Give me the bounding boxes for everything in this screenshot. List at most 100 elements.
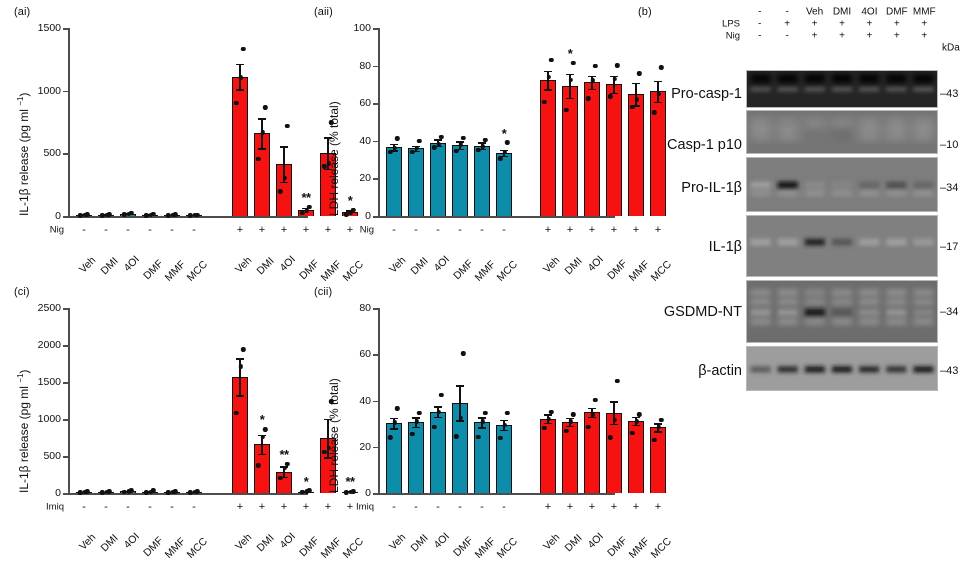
bar-aii-neg-mcc — [496, 152, 512, 216]
y-tick-label-cii-2: 40 — [359, 394, 371, 407]
error-cap-aii-pos-4oi-0 — [588, 75, 596, 77]
condition-sign-aii-pos-veh: + — [544, 224, 552, 236]
category-label-cii-neg-dmf: DMF — [451, 534, 476, 560]
data-point-ai-neg-veh-1 — [82, 212, 87, 218]
error-bar-ai-pos-4oi — [283, 146, 285, 182]
data-point-ai-pos-mcc-0 — [344, 212, 349, 217]
data-point-ai-neg-mmf-1 — [170, 212, 175, 218]
data-point-cii-pos-mcc-0 — [652, 437, 657, 442]
y-tick-ci-1 — [63, 456, 68, 458]
data-point-ci-neg-4oi-1 — [126, 489, 131, 494]
y-tick-label-cii-0: 0 — [365, 487, 371, 499]
blot-header-cell-r0-c0: - — [758, 6, 762, 18]
condition-sign-ci-pos-4oi: + — [280, 501, 288, 513]
data-point-cii-pos-mmf-0 — [630, 430, 635, 436]
error-cap-ai-pos-veh-1 — [236, 89, 244, 91]
data-point-aii-pos-dmi-0 — [564, 107, 569, 112]
blot-header-cell-r2-c0: - — [758, 30, 762, 42]
significance-marker-ci-pos-mcc: ** — [345, 474, 355, 490]
data-point-ci-neg-veh-0 — [78, 490, 83, 495]
category-label-aii-pos-dmf: DMF — [605, 257, 630, 283]
data-point-ai-pos-mcc-2 — [350, 208, 356, 213]
condition-sign-ai-neg-veh: - — [82, 224, 86, 236]
data-point-aii-pos-dmf-0 — [608, 94, 613, 99]
blot-mw-marker-gsdmd-nt: –34 — [940, 305, 959, 318]
category-label-ai-neg-4oi: 4OI — [121, 253, 142, 274]
blot-row-label-actin: β-actin — [698, 362, 742, 379]
panel-aii: (aii) 0 20 40 60 80 100 LDH release (% total) N… — [305, 0, 674, 284]
data-point-ai-pos-mmf-1 — [326, 161, 331, 166]
significance-marker-aii-neg-mcc: * — [501, 125, 507, 141]
data-point-cii-neg-veh-1 — [392, 420, 397, 425]
data-point-cii-neg-veh-0 — [388, 435, 393, 440]
y-tick-ci-0 — [63, 493, 68, 495]
data-point-ci-neg-mmf-0 — [166, 490, 171, 495]
condition-sign-cii-neg-dmi: - — [414, 501, 418, 513]
error-cap-cii-pos-veh-1 — [544, 422, 552, 425]
data-point-ci-neg-4oi-2 — [128, 488, 134, 493]
error-cap-cii-pos-4oi-1 — [588, 416, 596, 419]
data-point-aii-pos-veh-2 — [548, 57, 554, 63]
y-axis-ci — [68, 308, 70, 495]
data-point-cii-neg-mmf-0 — [476, 434, 481, 440]
condition-sign-aii-pos-mcc: + — [654, 224, 662, 236]
panel-aii-tag: (aii) — [314, 6, 333, 18]
data-point-cii-pos-veh-0 — [542, 426, 547, 431]
y-tick-label-aii-3: 60 — [359, 97, 371, 110]
y-axis-label-ai: IL-1β release (pg ml −1) — [16, 92, 31, 216]
panel-ai-tag: (ai) — [14, 6, 31, 18]
data-point-ai-neg-4oi-0 — [122, 212, 127, 217]
y-tick-label-ci-2: 1000 — [37, 413, 61, 425]
data-point-ci-neg-dmi-0 — [100, 490, 105, 495]
data-point-aii-pos-veh-1 — [546, 74, 551, 80]
data-point-aii-pos-mcc-1 — [656, 91, 661, 96]
data-point-aii-pos-mmf-1 — [634, 97, 639, 102]
error-cap-cii-neg-dmf-0 — [456, 385, 464, 387]
error-cap-aii-pos-dmf-1 — [610, 92, 618, 95]
error-cap-cii-neg-veh-0 — [390, 417, 398, 419]
category-label-aii-neg-veh: Veh — [387, 254, 409, 276]
error-cap-cii-neg-dmi-1 — [412, 426, 420, 429]
error-cap-ai-pos-mmf-0 — [324, 137, 332, 139]
data-point-ci-pos-dmi-0 — [256, 463, 261, 468]
condition-sign-cii-pos-mcc: + — [654, 501, 662, 513]
data-point-aii-pos-dmi-1 — [568, 77, 573, 82]
y-tick-label-aii-4: 80 — [359, 59, 371, 72]
x-axis-ci — [68, 493, 308, 495]
error-bar-aii-pos-dmf — [613, 75, 615, 93]
y-axis-label-exponent-ai: −1 — [16, 96, 25, 106]
x-axis-aii — [378, 216, 615, 218]
condition-sign-ai-neg-mcc: - — [192, 224, 196, 236]
data-point-ai-pos-veh-0 — [234, 101, 239, 106]
y-tick-aii-1 — [373, 178, 378, 180]
blot-header-cell-r2-c2: + — [811, 30, 818, 42]
error-cap-cii-pos-dmf-1 — [610, 423, 618, 426]
category-label-cii-pos-veh: Veh — [541, 531, 563, 553]
error-cap-ai-pos-veh-0 — [236, 64, 244, 66]
y-tick-ci-4 — [63, 345, 68, 347]
blot-header-cell-r1-c4: + — [866, 18, 873, 30]
error-cap-aii-neg-dmf-1 — [456, 148, 464, 151]
condition-sign-ai-neg-4oi: - — [126, 224, 130, 236]
data-point-ai-neg-mmf-2 — [172, 212, 178, 217]
blot-row-label-pro-il-1: Pro-IL-1β — [681, 180, 742, 197]
category-label-cii-pos-dmi: DMI — [562, 532, 585, 555]
error-cap-aii-pos-mmf-1 — [632, 105, 640, 107]
category-label-ai-pos-4oi: 4OI — [277, 253, 298, 274]
error-cap-cii-neg-mcc-1 — [500, 430, 508, 432]
condition-sign-ci-neg-dmf: - — [148, 501, 152, 513]
category-label-cii-neg-veh: Veh — [387, 531, 409, 553]
condition-row-label-aii: Nig — [359, 224, 374, 236]
data-point-ci-pos-mcc-2 — [350, 489, 356, 494]
data-point-cii-neg-mcc-2 — [504, 411, 510, 416]
data-point-ci-pos-dmi-1 — [260, 434, 265, 439]
data-point-cii-pos-4oi-2 — [592, 397, 598, 402]
data-point-ci-pos-dmf-1 — [304, 489, 309, 494]
y-tick-label-aii-2: 40 — [359, 134, 371, 147]
condition-sign-cii-neg-mmf: - — [480, 501, 484, 513]
significance-marker-aii-pos-dmi: * — [567, 45, 573, 61]
y-tick-cii-3 — [373, 354, 378, 356]
bar-aii-pos-dmi — [562, 85, 578, 216]
error-bar-cii-neg-dmf — [459, 385, 461, 421]
data-point-ci-neg-veh-1 — [82, 489, 87, 495]
